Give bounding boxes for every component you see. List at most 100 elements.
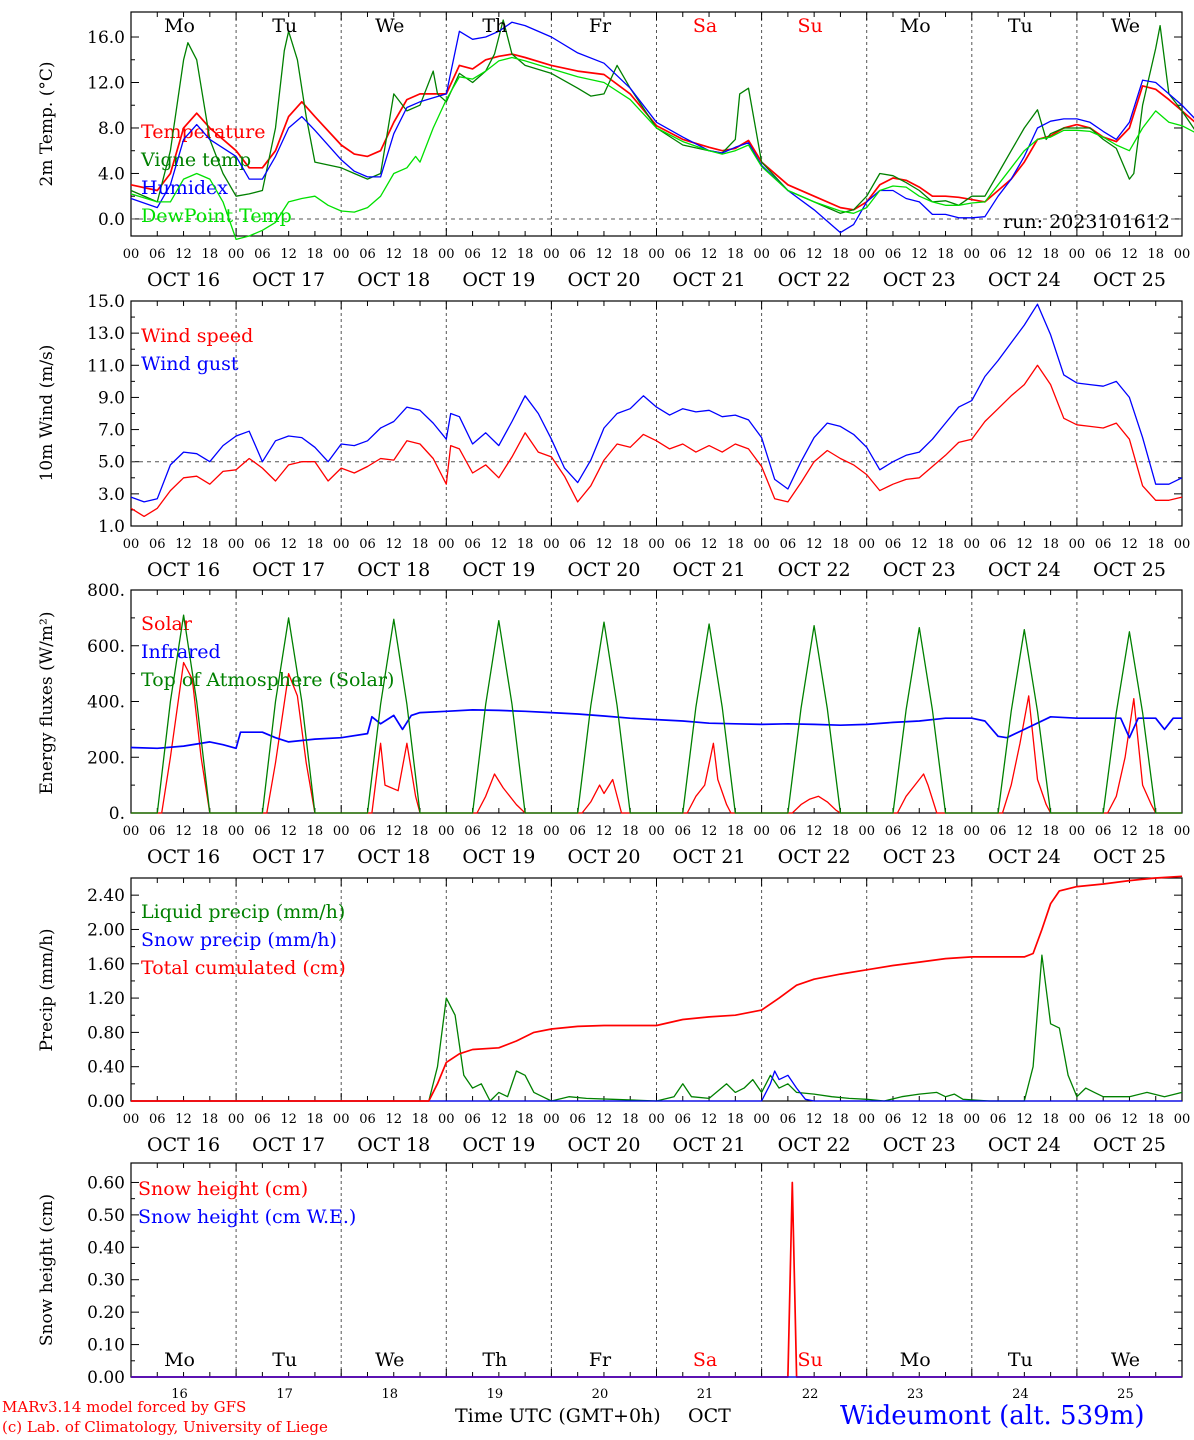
temperature-hour-tick-label: 06 [149,247,166,262]
temperature-hour-tick-label: 12 [491,247,508,262]
weekday-label-top: Tu [272,15,297,37]
temperature-series-dewpoint-temp [130,56,1194,241]
wind-hour-tick-label: 00 [858,537,875,552]
wind-hour-tick-label: 12 [806,537,823,552]
temperature-hour-tick-label: 00 [964,247,981,262]
wind-hour-tick-label: 18 [727,537,744,552]
wind-hour-tick-label: 18 [937,537,954,552]
precip-hour-tick-label: 12 [806,1112,823,1127]
wind-hour-tick-label: 06 [990,537,1007,552]
wind-hour-tick-label: 18 [517,537,534,552]
temperature-date-label: OCT 24 [988,269,1061,291]
snow-y-tick-label: 0.30 [87,1271,125,1291]
precip-date-label: OCT 22 [778,1134,851,1156]
energy-hour-tick-label: 06 [885,824,902,839]
precip-hour-tick-label: 18 [1147,1112,1164,1127]
weekday-label-bottom: Su [798,1349,823,1371]
precip-y-tick-label: 0.00 [87,1092,125,1112]
energy-hour-tick-label: 12 [1121,824,1138,839]
energy-hour-tick-label: 06 [780,824,797,839]
precip-hour-tick-label: 00 [858,1112,875,1127]
temperature-hour-tick-label: 06 [780,247,797,262]
precip-hour-tick-label: 12 [280,1112,297,1127]
energy-hour-tick-label: 00 [964,824,981,839]
temperature-hour-tick-label: 12 [701,247,718,262]
temperature-hour-tick-label: 18 [1147,247,1164,262]
energy-hour-tick-label: 06 [464,824,481,839]
weekday-label-top: Fr [589,15,612,37]
wind-hour-tick-label: 12 [280,537,297,552]
precip-hour-tick-label: 00 [333,1112,350,1127]
temperature-hour-tick-label: 06 [885,247,902,262]
wind-hour-tick-label: 00 [438,537,455,552]
station-label: Wideumont (alt. 539m) [840,1401,1145,1431]
temperature-hour-tick-label: 18 [412,247,429,262]
temperature-date-label: OCT 22 [778,269,851,291]
temperature-hour-tick-label: 00 [438,247,455,262]
temperature-hour-tick-label: 18 [307,247,324,262]
footer-model: MARv3.14 model forced by GFS [2,1398,247,1416]
wind-hour-tick-label: 18 [412,537,429,552]
temperature-hour-tick-label: 18 [517,247,534,262]
wind-y-tick-label: 1.0 [98,517,125,537]
wind-date-label: OCT 17 [252,559,325,581]
wind-legend-entry: Wind gust [141,353,239,375]
temperature-hour-tick-label: 12 [1121,247,1138,262]
temperature-hour-tick-label: 00 [753,247,770,262]
wind-hour-tick-label: 06 [254,537,271,552]
wind-hour-tick-label: 18 [307,537,324,552]
precip-date-label: OCT 16 [147,1134,220,1156]
precip-hour-tick-label: 00 [753,1112,770,1127]
snow-legend-entry: Snow height (cm W.E.) [138,1206,356,1228]
time-axis-label: Time UTC (GMT+0h) [455,1405,661,1427]
snow-y-axis-label: Snow height (cm) [37,1194,57,1346]
weekday-label-bottom: Fr [589,1349,612,1371]
weekday-label-top: Mo [164,15,195,37]
temperature-hour-tick-label: 12 [911,247,928,262]
wind-hour-tick-label: 06 [1095,537,1112,552]
energy-date-label: OCT 21 [673,846,746,868]
precip-hour-tick-label: 18 [937,1112,954,1127]
temperature-hour-tick-label: 18 [937,247,954,262]
wind-hour-tick-label: 00 [333,537,350,552]
precip-date-label: OCT 20 [567,1134,640,1156]
wind-hour-tick-label: 12 [175,537,192,552]
precip-hour-tick-label: 00 [1174,1112,1191,1127]
precip-date-label: OCT 23 [883,1134,956,1156]
precip-y-tick-label: 2.00 [87,920,125,940]
temperature-hour-tick-label: 00 [123,247,140,262]
precip-date-label: OCT 17 [252,1134,325,1156]
energy-series-infrared [130,709,1182,750]
precip-hour-tick-label: 12 [1121,1112,1138,1127]
temperature-date-label: OCT 20 [567,269,640,291]
precip-hour-tick-label: 00 [123,1112,140,1127]
wind-y-tick-label: 5.0 [98,453,125,473]
day-number-label: 19 [487,1387,504,1402]
wind-date-label: OCT 18 [357,559,430,581]
energy-hour-tick-label: 18 [517,824,534,839]
energy-date-label: OCT 23 [883,846,956,868]
weekday-label-top: Tu [1008,15,1033,37]
temperature-hour-tick-label: 00 [543,247,560,262]
wind-hour-tick-label: 18 [1147,537,1164,552]
energy-date-label: OCT 22 [778,846,851,868]
temperature-y-tick-label: 4.0 [98,164,125,184]
wind-date-label: OCT 23 [883,559,956,581]
precip-hour-tick-label: 18 [517,1112,534,1127]
temperature-legend-entry: Vigne temp [140,149,251,171]
wind-series-wind-speed [130,364,1183,518]
wind-hour-tick-label: 12 [1016,537,1033,552]
precip-date-label: OCT 25 [1093,1134,1166,1156]
energy-hour-tick-label: 12 [175,824,192,839]
wind-series-wind-gust [130,303,1183,503]
precip-hour-tick-label: 06 [359,1112,376,1127]
precip-series-liquid-precip-mm-h [131,954,1183,1102]
temperature-hour-tick-label: 06 [254,247,271,262]
precip-hour-tick-label: 18 [412,1112,429,1127]
energy-legend-entry: Solar [141,613,193,635]
wind-hour-tick-label: 00 [228,537,245,552]
wind-y-tick-label: 11.0 [87,356,125,376]
weekday-label-bottom: Tu [272,1349,297,1371]
day-number-label: 17 [276,1387,293,1402]
weekday-label-top: We [375,15,404,37]
